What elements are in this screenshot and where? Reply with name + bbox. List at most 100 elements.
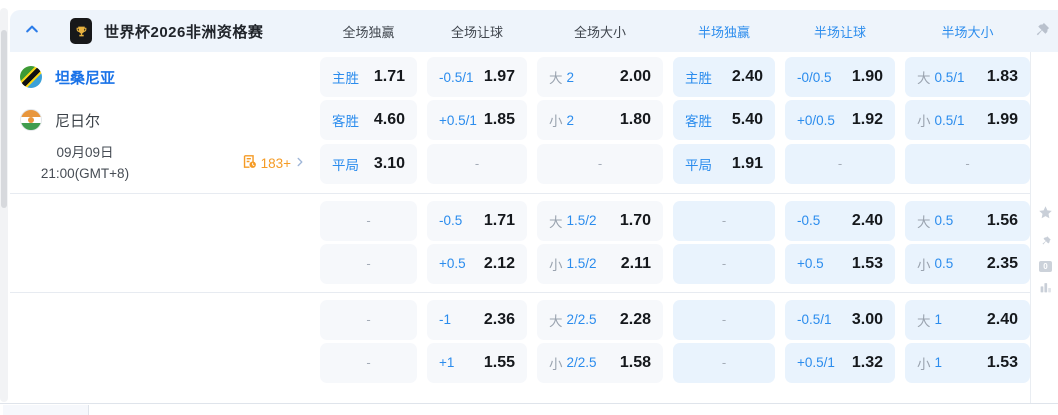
- home-team[interactable]: 坦桑尼亚: [10, 57, 320, 97]
- odds-cell[interactable]: +0.5 2.12: [427, 243, 527, 284]
- no-odds-dash: -: [366, 256, 371, 272]
- league-header: 世界杯2026非洲资格赛 全场独赢 全场让球 全场大小 半场独赢 半场让球 半场…: [10, 10, 1058, 52]
- chevron-right-icon: [294, 155, 306, 173]
- empty-left-slot: [10, 300, 320, 340]
- odds-value: 2.28: [619, 310, 651, 328]
- no-odds-dash: -: [721, 213, 727, 229]
- odds-cell[interactable]: 大 0.5/1 1.83: [905, 57, 1030, 97]
- odds-row: - -1 2.36 大 2/2.5 2.28- -0.5/1 3.00 大 1 2.40: [320, 299, 1030, 340]
- odds-label: 主胜: [332, 71, 359, 86]
- star-icon[interactable]: [1038, 205, 1053, 225]
- odds-cell[interactable]: -1 2.36: [427, 299, 527, 340]
- odds-cell[interactable]: 小 0.5 2.35: [905, 243, 1030, 284]
- no-odds-cell: -: [905, 143, 1030, 184]
- over-under-line: 1.5/2: [566, 213, 597, 229]
- corner-stat-icon[interactable]: 0: [1039, 261, 1052, 272]
- collapse-button[interactable]: [22, 21, 42, 41]
- home-team-name: 坦桑尼亚: [55, 69, 116, 87]
- column-header-ft-handicap: 全场让球: [450, 24, 503, 40]
- no-odds-dash: -: [965, 156, 970, 172]
- more-markets-link[interactable]: 183+: [241, 153, 306, 175]
- over-under-prefix: 大: [917, 313, 931, 329]
- odds-cell[interactable]: +0.5/1 1.32: [785, 342, 895, 383]
- odds-label: -0.5/1: [797, 312, 832, 328]
- odds-label: 客胜: [332, 114, 359, 129]
- odds-label: 主胜: [685, 71, 712, 86]
- odds-cell[interactable]: +0.5/1 1.85: [427, 100, 527, 140]
- odds-cell[interactable]: -0/0.5 1.90: [785, 57, 895, 97]
- odds-row: - +1 1.55 小 2/2.5 1.58- +0.5/1 1.32 小 1 1.53: [320, 342, 1030, 383]
- odds-only-row: - -1 2.36 大 2/2.5 2.28- -0.5/1 3.00 大 1 2.40: [10, 299, 1058, 340]
- odds-value: 2.11: [620, 254, 651, 272]
- odds-value: 4.60: [373, 111, 405, 128]
- odds-label: -1: [439, 312, 452, 328]
- odds-cell[interactable]: 主胜 2.40: [673, 57, 775, 97]
- over-under-prefix: 大: [549, 214, 563, 230]
- over-under-prefix: 小: [917, 356, 931, 372]
- alt-odds-group-2: - -1 2.36 大 2/2.5 2.28- -0.5/1 3.00 大 1 2.40 - +1 1.…: [10, 295, 1058, 389]
- over-under-prefix: 小: [917, 114, 931, 129]
- odds-label: 客胜: [685, 114, 712, 129]
- odds-value: 1.53: [851, 254, 883, 272]
- odds-cell[interactable]: -0.5 2.40: [785, 200, 895, 241]
- odds-cell[interactable]: -0.5/1 1.97: [427, 57, 527, 97]
- league-block: 世界杯2026非洲资格赛 全场独赢 全场让球 全场大小 半场独赢 半场让球 半场…: [10, 10, 1058, 389]
- no-odds-dash: -: [721, 355, 727, 371]
- draw-info-row: 09月09日 21:00(GMT+8) 183+: [10, 143, 1058, 185]
- scrollbar-thumb[interactable]: [1, 30, 7, 208]
- odds-cell[interactable]: -0.5/1 3.00: [785, 299, 895, 340]
- odds-value: 1.53: [986, 353, 1018, 371]
- world-cup-trophy-icon: [70, 18, 92, 44]
- odds-cell[interactable]: 小 2/2.5 1.58: [537, 342, 663, 383]
- column-header-ht-1x2: 半场独赢: [697, 24, 750, 40]
- odds-only-row: - +1 1.55 小 2/2.5 1.58- +0.5/1 1.32 小 1 1.53: [10, 342, 1058, 383]
- match-time: 21:00(GMT+8): [40, 165, 130, 181]
- odds-cell[interactable]: 大 1.5/2 1.70: [537, 200, 663, 241]
- odds-cell[interactable]: 客胜 5.40: [673, 100, 775, 140]
- odds-cell[interactable]: -0.5 1.71: [427, 200, 527, 241]
- rail-icon-stack: 0: [1038, 205, 1053, 299]
- odds-value: 1.80: [619, 111, 651, 128]
- odds-cell[interactable]: 主胜 1.71: [320, 57, 417, 97]
- odds-cell[interactable]: 大 0.5 1.56: [905, 200, 1030, 241]
- odds-label: +0.5/1: [797, 355, 835, 371]
- no-odds-cell: -: [537, 143, 663, 184]
- pushpin-icon[interactable]: [1040, 234, 1052, 252]
- odds-cell[interactable]: 平局 3.10: [320, 143, 417, 184]
- odds-cell[interactable]: +1 1.55: [427, 342, 527, 383]
- odds-cell[interactable]: 大 1 2.40: [905, 299, 1030, 340]
- odds-label: +0/0.5: [797, 112, 835, 128]
- no-odds-cell: -: [320, 299, 417, 340]
- over-under-line: 2/2.5: [566, 312, 597, 328]
- odds-cell[interactable]: 大 2 2.00: [537, 57, 663, 97]
- odds-cell[interactable]: +0.5 1.53: [785, 243, 895, 284]
- group-divider: [10, 192, 1058, 194]
- bar-chart-icon[interactable]: [1039, 281, 1052, 299]
- markets-list-clock-icon: [241, 153, 258, 175]
- match-info: 09月09日 21:00(GMT+8) 183+: [10, 143, 320, 185]
- odds-row: - -0.5 1.71 大 1.5/2 1.70- -0.5 2.40 大 0.5 1.56: [320, 200, 1030, 241]
- odds-label: -0.5/1: [439, 69, 474, 85]
- odds-cell[interactable]: 小 2 1.80: [537, 100, 663, 140]
- odds-label: 平局: [332, 157, 359, 173]
- over-under-line: 2: [566, 69, 575, 85]
- pushpin-icon[interactable]: [1033, 21, 1051, 44]
- vertical-scrollbar[interactable]: [0, 8, 8, 402]
- over-under-line: 1: [934, 312, 943, 328]
- odds-cell[interactable]: 客胜 4.60: [320, 100, 417, 140]
- odds-row: 客胜 4.60 +0.5/1 1.85 小 2 1.80 客胜 5.40 +0/0.5 1.92 小 0…: [320, 100, 1030, 140]
- odds-cell[interactable]: 平局 1.91: [673, 143, 775, 184]
- odds-cell[interactable]: 小 1.5/2 2.11: [537, 243, 663, 284]
- tanzania-flag-icon: [20, 66, 42, 88]
- odds-cell[interactable]: 小 1 1.53: [905, 342, 1030, 383]
- odds-cell[interactable]: 大 2/2.5 2.28: [537, 299, 663, 340]
- league-header-left: 世界杯2026非洲资格赛: [10, 18, 320, 44]
- next-section-left-cell: [3, 405, 89, 415]
- odds-cell[interactable]: 小 0.5/1 1.99: [905, 100, 1030, 140]
- odds-only-row: - +0.5 2.12 小 1.5/2 2.11- +0.5 1.53 小 0.5 2.35: [10, 243, 1058, 284]
- away-team[interactable]: 尼日尔: [10, 100, 320, 140]
- odds-cell[interactable]: +0/0.5 1.92: [785, 100, 895, 140]
- no-odds-cell: -: [673, 299, 775, 340]
- over-under-line: 0.5/1: [934, 112, 965, 128]
- group-divider: [10, 291, 1058, 293]
